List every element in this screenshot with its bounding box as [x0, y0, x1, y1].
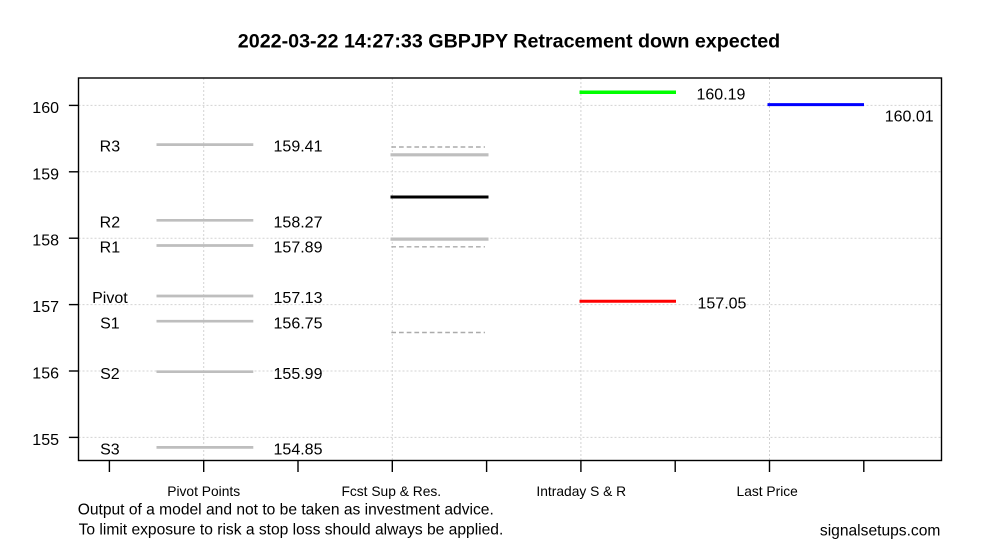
svg-text:156.75: 156.75	[274, 315, 323, 332]
svg-text:155: 155	[32, 432, 59, 449]
svg-text:To limit exposure to risk a st: To limit exposure to risk a stop loss sh…	[79, 521, 504, 538]
svg-text:signalsetups.com: signalsetups.com	[820, 522, 940, 539]
svg-text:S3: S3	[100, 442, 120, 459]
svg-text:160.19: 160.19	[697, 86, 746, 103]
svg-text:159: 159	[32, 166, 59, 183]
svg-text:157.13: 157.13	[274, 290, 323, 307]
svg-text:154.85: 154.85	[274, 442, 323, 459]
svg-text:Pivot: Pivot	[92, 290, 128, 307]
svg-text:2022-03-22 14:27:33 GBPJPY Ret: 2022-03-22 14:27:33 GBPJPY Retracement d…	[238, 30, 780, 52]
svg-text:Output of a model and not to b: Output of a model and not to be taken as…	[78, 502, 494, 519]
svg-text:155.99: 155.99	[274, 366, 323, 383]
svg-text:Last Price: Last Price	[737, 484, 799, 499]
svg-text:R1: R1	[100, 240, 121, 257]
svg-text:Fcst Sup & Res.: Fcst Sup & Res.	[341, 484, 441, 499]
svg-text:158.27: 158.27	[274, 214, 323, 231]
svg-text:156: 156	[32, 366, 59, 383]
svg-text:R2: R2	[100, 214, 121, 231]
svg-text:R3: R3	[100, 139, 121, 156]
svg-text:157: 157	[32, 299, 59, 316]
svg-text:Intraday S & R: Intraday S & R	[536, 484, 626, 499]
svg-text:S1: S1	[100, 315, 120, 332]
svg-text:160.01: 160.01	[885, 109, 934, 126]
svg-text:160: 160	[32, 100, 59, 117]
svg-text:Pivot Points: Pivot Points	[167, 484, 240, 499]
svg-text:158: 158	[32, 233, 59, 250]
svg-text:159.41: 159.41	[274, 139, 323, 156]
svg-text:S2: S2	[100, 366, 120, 383]
svg-text:157.89: 157.89	[274, 240, 323, 257]
svg-text:157.05: 157.05	[698, 295, 747, 312]
